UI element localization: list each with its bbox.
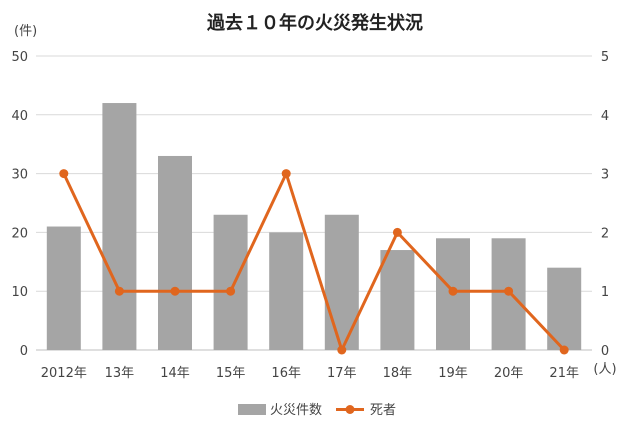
line-point — [281, 169, 291, 179]
left-axis-unit: (件) — [14, 24, 37, 39]
line-point — [504, 286, 514, 296]
chart-title: 過去１０年の火災発生状況 — [207, 12, 423, 34]
legend-line-label: 死者 — [370, 403, 396, 418]
line-point — [226, 286, 236, 296]
right-tick-label: 1 — [601, 285, 609, 300]
x-tick-label: 13年 — [105, 366, 135, 381]
x-axis-ticks: 2012年 13年 14年 15年 16年 17年 18年 19年 20年 21年 — [41, 366, 579, 381]
x-tick-label: 14年 — [160, 366, 190, 381]
line-point — [392, 227, 402, 237]
line-point — [337, 345, 347, 355]
bar-series — [46, 103, 582, 350]
left-tick-label: 30 — [11, 168, 28, 183]
right-tick-label: 5 — [601, 50, 609, 65]
legend-bar-label: 火災件数 — [270, 403, 322, 418]
line-series — [59, 169, 569, 355]
legend-bar-swatch — [238, 404, 266, 415]
right-tick-label: 3 — [601, 168, 609, 183]
line-point — [59, 169, 69, 179]
bar — [269, 232, 304, 350]
line-point — [448, 286, 458, 296]
line-point — [559, 345, 569, 355]
left-tick-label: 10 — [11, 285, 28, 300]
x-tick-label: 20年 — [494, 366, 524, 381]
legend-line-marker — [345, 405, 355, 414]
right-axis-ticks: 0 1 2 3 4 5 — [601, 50, 609, 359]
right-axis-unit: (人) — [593, 362, 616, 377]
left-tick-label: 50 — [11, 50, 28, 65]
left-tick-label: 0 — [20, 344, 28, 359]
left-tick-label: 40 — [11, 109, 28, 124]
x-tick-label: 16年 — [271, 366, 301, 381]
bar — [46, 226, 81, 350]
bar — [380, 250, 415, 350]
left-tick-label: 20 — [11, 226, 28, 241]
legend: 火災件数 死者 — [238, 403, 396, 418]
x-tick-label: 19年 — [438, 366, 468, 381]
line-point — [114, 286, 124, 296]
x-tick-label: 21年 — [549, 366, 579, 381]
x-tick-label: 17年 — [327, 366, 357, 381]
bar — [102, 103, 137, 350]
line-path — [62, 172, 566, 352]
right-tick-label: 4 — [601, 109, 609, 124]
x-tick-label: 18年 — [383, 366, 413, 381]
x-tick-label: 2012年 — [41, 366, 87, 381]
bar — [324, 214, 359, 350]
x-tick-label: 15年 — [216, 366, 246, 381]
bar — [213, 214, 248, 350]
bar — [158, 155, 192, 350]
right-tick-label: 0 — [601, 344, 609, 359]
right-tick-label: 2 — [601, 226, 609, 241]
left-axis-ticks: 0 10 20 30 40 50 — [11, 50, 28, 359]
line-point — [170, 286, 180, 296]
